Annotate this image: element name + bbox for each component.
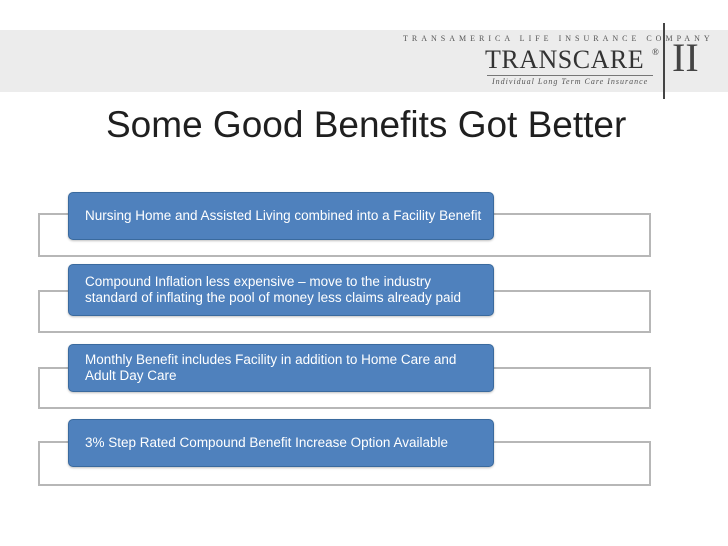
logo-company-line: TRANSAMERICA LIFE INSURANCE COMPANY — [403, 34, 714, 43]
logo-divider-horizontal — [487, 75, 653, 76]
bullet-item-2: Compound Inflation less expensive – move… — [68, 264, 494, 316]
bullet-item-1-text: Nursing Home and Assisted Living combine… — [85, 207, 482, 223]
bullet-item-3-text: Monthly Benefit includes Facility in add… — [85, 351, 457, 383]
logo-tagline: Individual Long Term Care Insurance — [492, 77, 649, 86]
header-band — [0, 30, 728, 92]
logo-registered-mark: ® — [652, 47, 659, 57]
logo-brand-name: TRANSCARE — [485, 45, 645, 74]
bullet-item-4-text: 3% Step Rated Compound Benefit Increase … — [85, 434, 448, 450]
logo-divider-vertical — [663, 23, 665, 99]
slide-title: Some Good Benefits Got Better — [106, 104, 627, 145]
bullet-item-3: Monthly Benefit includes Facility in add… — [68, 344, 494, 392]
logo-numeral: II — [672, 35, 699, 80]
bullet-item-4: 3% Step Rated Compound Benefit Increase … — [68, 419, 494, 467]
bullet-item-1: Nursing Home and Assisted Living combine… — [68, 192, 494, 240]
bullet-item-2-text: Compound Inflation less expensive – move… — [85, 273, 461, 305]
